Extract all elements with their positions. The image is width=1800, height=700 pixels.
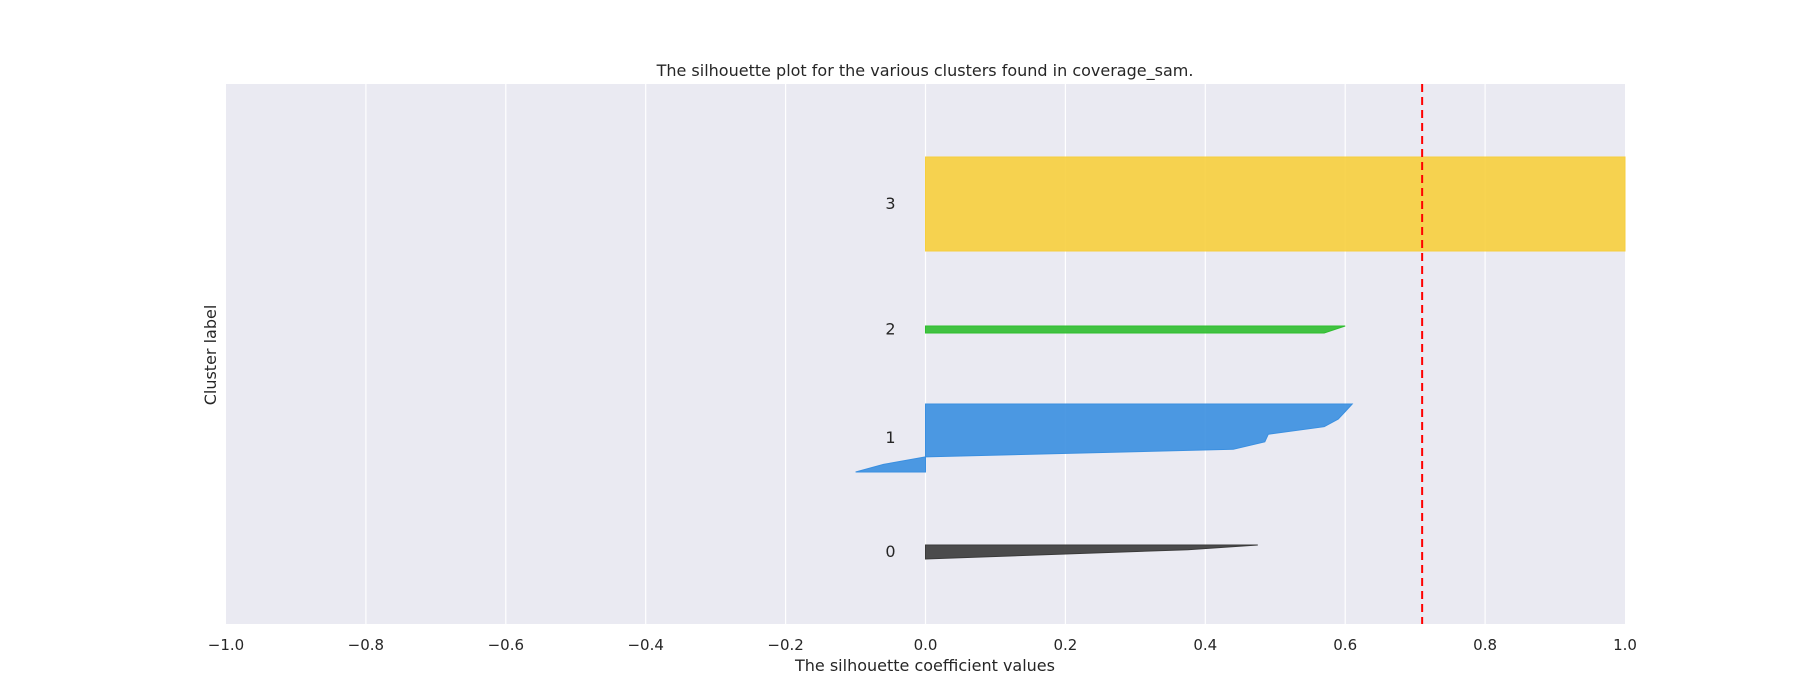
cluster-band-0 — [925, 544, 1258, 560]
cluster-bands — [855, 156, 1626, 560]
x-tick-label: −1.0 — [208, 636, 244, 654]
x-tick-label: −0.4 — [627, 636, 663, 654]
cluster-label-2: 2 — [885, 320, 895, 339]
cluster-label-0: 0 — [885, 542, 895, 561]
x-tick-label: 0.6 — [1333, 636, 1357, 654]
cluster-label-3: 3 — [885, 194, 895, 213]
x-tick-label: 1.0 — [1613, 636, 1637, 654]
cluster-labels: 0 1 2 3 — [885, 194, 895, 561]
cluster-band-2 — [925, 325, 1346, 334]
x-tick-label: −0.6 — [488, 636, 524, 654]
x-tick-labels: −1.0 −0.8 −0.6 −0.4 −0.2 0.0 0.2 0.4 0.6 0.8 1.0 — [208, 636, 1637, 654]
x-tick-label: 0.8 — [1473, 636, 1497, 654]
cluster-band-1 — [855, 403, 1354, 473]
x-tick-label: 0.2 — [1053, 636, 1077, 654]
x-tick-label: −0.2 — [767, 636, 803, 654]
x-axis-label: The silhouette coefficient values — [794, 656, 1055, 675]
cluster-label-1: 1 — [885, 428, 895, 447]
x-tick-label: 0.4 — [1193, 636, 1217, 654]
cluster-band-3 — [925, 156, 1626, 252]
y-axis-label: Cluster label — [201, 305, 220, 406]
chart-title: The silhouette plot for the various clus… — [656, 61, 1194, 81]
x-tick-label: 0.0 — [914, 636, 938, 654]
x-tick-label: −0.8 — [348, 636, 384, 654]
